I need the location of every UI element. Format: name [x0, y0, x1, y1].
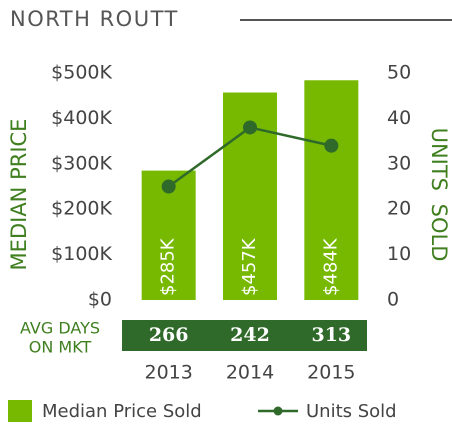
y-tick-label: $500K [51, 62, 112, 84]
legend-label: Units Sold [306, 401, 397, 422]
bar-value-label: $484K [320, 237, 341, 296]
legend-label: Median Price Sold [42, 401, 202, 422]
x-tick-label: 2014 [226, 362, 274, 384]
y-axis-title: MEDIAN PRICE [7, 119, 31, 271]
bar-value-label: $285K [158, 237, 179, 296]
x-tick-label: 2013 [144, 362, 192, 384]
y2-tick-label: 30 [387, 152, 411, 174]
bar [304, 80, 359, 300]
y-tick-label: $0 [88, 289, 112, 311]
line-marker [243, 120, 257, 135]
y-tick-label: $200K [51, 198, 112, 220]
x-tick-label: 2015 [307, 362, 355, 384]
legend-marker [273, 406, 283, 416]
line-marker [161, 179, 176, 194]
y-tick-label: $100K [51, 243, 112, 265]
table-value: 242 [230, 324, 270, 346]
y2-tick-label: 50 [387, 62, 411, 84]
y2-tick-label: 10 [387, 243, 411, 265]
legend-swatch [8, 400, 32, 422]
y2-axis-title: UNITS SOLD [427, 128, 451, 262]
table-value: 266 [149, 324, 189, 346]
table-label: ON MKT [29, 338, 92, 357]
y2-tick-label: 20 [387, 198, 411, 220]
y2-tick-label: 0 [387, 289, 399, 311]
table-band [122, 320, 367, 351]
y-tick-label: $400K [51, 107, 112, 129]
table-value: 313 [311, 324, 351, 346]
line-marker [324, 138, 339, 153]
chart-title: NORTH ROUTT [10, 7, 179, 31]
y2-tick-label: 40 [387, 107, 411, 129]
table-label: AVG DAYS [20, 319, 100, 338]
y-tick-label: $300K [51, 152, 112, 174]
bar-value-label: $457K [239, 237, 260, 296]
